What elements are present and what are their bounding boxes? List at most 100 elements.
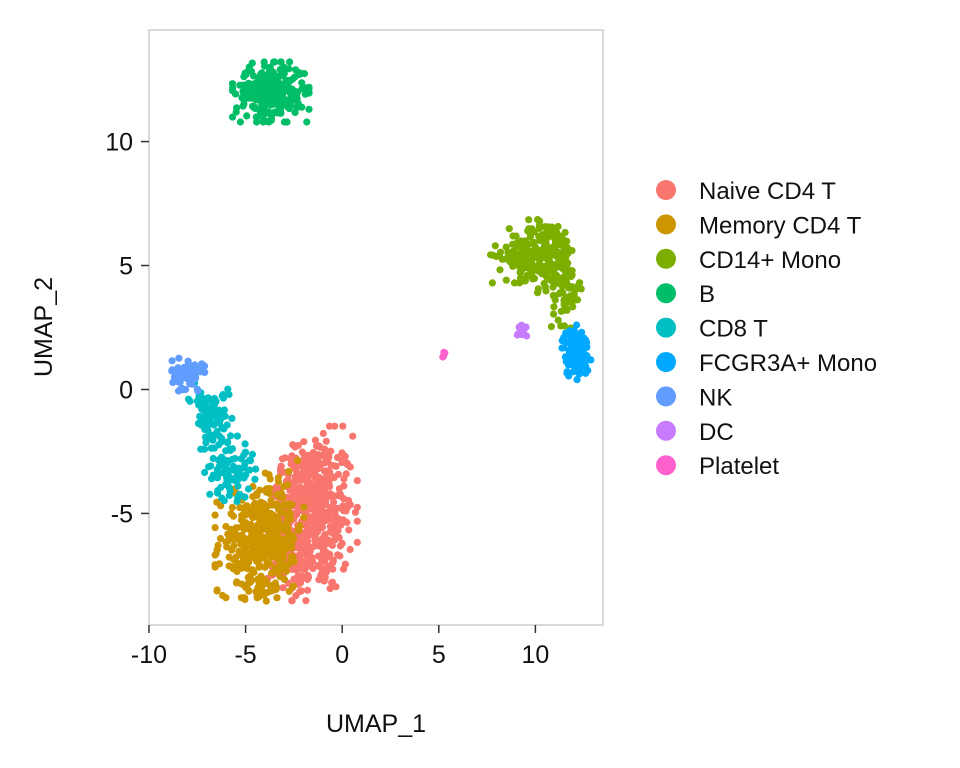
data-point xyxy=(270,528,278,537)
data-point xyxy=(298,448,306,456)
data-point xyxy=(529,275,537,283)
data-point xyxy=(249,505,257,514)
data-point xyxy=(196,412,204,420)
legend-key xyxy=(656,420,676,441)
data-point xyxy=(244,485,253,493)
data-point xyxy=(275,99,283,107)
data-point xyxy=(228,546,236,554)
data-point xyxy=(237,455,245,463)
data-point xyxy=(550,303,558,311)
data-point xyxy=(173,376,181,384)
data-point xyxy=(301,547,309,555)
data-point xyxy=(547,277,556,285)
data-point xyxy=(266,560,274,568)
data-point xyxy=(197,445,205,453)
data-point xyxy=(272,516,280,524)
series-cd8-t xyxy=(184,379,260,506)
data-point xyxy=(232,108,240,116)
legend-key xyxy=(656,317,676,338)
data-point xyxy=(241,595,249,604)
data-point xyxy=(557,322,565,330)
data-point xyxy=(322,539,330,547)
data-point xyxy=(215,560,223,568)
data-point xyxy=(279,494,287,502)
data-point xyxy=(221,412,229,420)
data-point xyxy=(535,261,543,269)
data-point xyxy=(278,71,287,79)
data-point xyxy=(322,437,330,445)
data-point xyxy=(212,550,220,558)
data-point xyxy=(233,432,241,440)
data-point xyxy=(567,335,575,343)
data-point xyxy=(335,490,343,498)
data-point xyxy=(282,96,290,104)
data-point xyxy=(211,511,219,519)
data-point xyxy=(241,93,249,101)
data-point xyxy=(309,449,317,457)
data-point xyxy=(321,499,329,507)
x-tick-label: -10 xyxy=(131,641,167,669)
data-point xyxy=(573,321,581,329)
data-point xyxy=(548,223,556,231)
x-tick-label: 0 xyxy=(335,641,349,669)
legend-item: Naive CD4 T xyxy=(656,178,836,205)
data-point xyxy=(535,267,543,275)
data-point xyxy=(535,232,543,241)
data-point xyxy=(582,369,590,377)
data-point xyxy=(568,247,576,255)
data-point xyxy=(333,453,342,462)
data-point xyxy=(247,67,255,75)
legend-label: CD14+ Mono xyxy=(699,247,841,274)
data-point xyxy=(210,402,218,410)
data-point xyxy=(220,425,228,433)
data-point xyxy=(281,454,289,462)
data-point xyxy=(217,438,225,446)
legend-label: Memory CD4 T xyxy=(699,212,862,239)
data-point xyxy=(285,587,293,595)
data-point xyxy=(236,504,244,512)
data-point xyxy=(249,514,257,522)
data-point xyxy=(305,105,313,113)
data-point xyxy=(236,81,244,89)
data-point xyxy=(291,95,299,103)
data-point xyxy=(565,348,573,356)
data-point xyxy=(234,482,242,490)
data-point xyxy=(550,310,558,318)
data-point xyxy=(516,241,525,249)
data-point xyxy=(281,545,290,554)
data-point xyxy=(256,112,264,120)
data-point xyxy=(215,462,224,470)
data-point xyxy=(547,323,556,331)
data-point xyxy=(326,422,334,430)
data-point xyxy=(229,555,238,564)
data-point xyxy=(207,444,215,452)
legend-key xyxy=(656,283,676,304)
legend-label: Naive CD4 T xyxy=(699,178,836,205)
data-point xyxy=(262,597,270,605)
data-point xyxy=(240,537,248,546)
data-point xyxy=(502,255,510,263)
data-point xyxy=(255,563,263,571)
data-point xyxy=(542,240,550,248)
data-point xyxy=(303,118,311,126)
data-point xyxy=(551,234,559,243)
data-point xyxy=(223,439,232,447)
legend-item: CD14+ Mono xyxy=(656,247,841,274)
data-point xyxy=(346,463,354,471)
legend-key xyxy=(656,352,676,372)
data-point xyxy=(572,362,580,371)
data-point xyxy=(344,501,353,509)
data-point xyxy=(351,508,359,516)
x-tick-label: 10 xyxy=(521,641,549,669)
data-point xyxy=(282,567,290,575)
data-point xyxy=(277,58,285,66)
data-point xyxy=(276,573,284,581)
data-point xyxy=(201,468,209,477)
data-point xyxy=(325,453,333,461)
data-point xyxy=(301,565,309,574)
data-point xyxy=(326,490,334,498)
data-point xyxy=(213,489,222,497)
series-platelet xyxy=(439,348,449,361)
data-point xyxy=(318,568,326,576)
data-point xyxy=(332,583,340,591)
